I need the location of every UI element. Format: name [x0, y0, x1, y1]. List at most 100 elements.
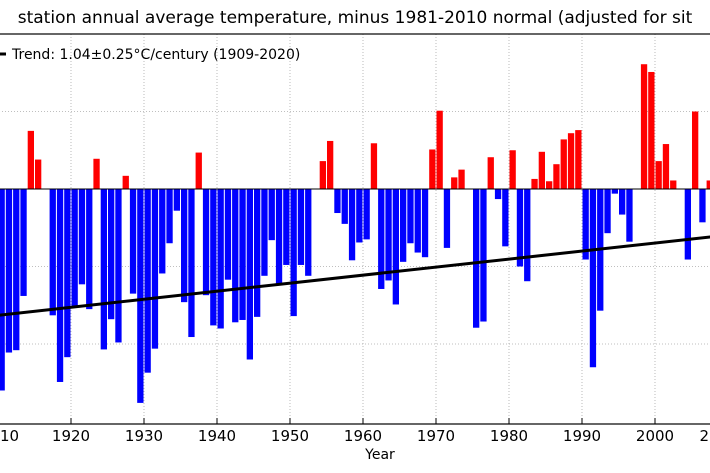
bar: [195, 152, 202, 189]
bar: [509, 150, 516, 189]
bar: [327, 140, 334, 189]
bar: [268, 189, 275, 241]
bar: [662, 144, 670, 189]
bar: [670, 180, 677, 189]
bar: [151, 189, 159, 349]
bar: [261, 189, 268, 276]
legend: Trend: 1.04±0.25°C/century (1909-2020): [0, 47, 300, 63]
bar: [582, 189, 589, 260]
x-axis-label: Year: [364, 447, 395, 463]
bar: [604, 189, 611, 234]
bar: [319, 161, 326, 189]
x-tick-label: 2000: [636, 427, 674, 445]
bar: [494, 189, 502, 200]
bar: [202, 189, 210, 296]
bar: [414, 189, 421, 253]
bar: [363, 189, 370, 240]
bar: [188, 189, 195, 338]
bar: [575, 130, 582, 189]
bar: [684, 189, 691, 260]
bar: [305, 189, 312, 276]
bar: [443, 189, 451, 248]
bar: [378, 189, 385, 289]
bar: [246, 189, 253, 360]
x-tick-label: 10: [0, 427, 19, 445]
x-tick-label: 1970: [417, 427, 455, 445]
bar: [407, 189, 414, 244]
bar: [546, 181, 553, 189]
bar: [137, 189, 144, 403]
bar: [370, 143, 378, 189]
bar: [421, 189, 429, 258]
bar: [699, 189, 706, 223]
bar: [86, 189, 93, 310]
bar: [35, 159, 42, 189]
bar: [49, 189, 56, 316]
bar: [341, 189, 348, 224]
bar: [524, 189, 531, 282]
bar: [71, 189, 78, 308]
bar: [217, 189, 224, 329]
bar: [458, 169, 465, 189]
bar: [334, 189, 341, 214]
bar: [348, 189, 356, 261]
bar: [159, 189, 166, 274]
bar: [20, 189, 27, 296]
x-tick-label: 1930: [125, 427, 163, 445]
bar: [655, 161, 662, 189]
chart-title: station annual average temperature, minu…: [18, 8, 693, 28]
x-tick-label: 1980: [490, 427, 528, 445]
bar: [560, 139, 567, 189]
bar: [567, 133, 575, 189]
bar: [122, 175, 129, 189]
bar: [516, 189, 524, 267]
bar: [181, 189, 188, 303]
bar: [290, 189, 297, 317]
bar: [626, 189, 633, 242]
bar: [706, 180, 710, 189]
bar: [93, 158, 100, 189]
bars: [0, 64, 710, 403]
x-tick-label: 1920: [52, 427, 90, 445]
grid-lines: [0, 34, 710, 424]
bar: [531, 178, 538, 189]
bar: [129, 189, 137, 294]
x-tick-label: 1960: [344, 427, 382, 445]
bar: [56, 189, 64, 382]
trend-line: [0, 235, 710, 317]
bar: [356, 189, 363, 243]
legend-trend-label: Trend: 1.04±0.25°C/century (1909-2020): [11, 47, 300, 63]
bar: [619, 189, 626, 215]
x-tick-label: 1940: [198, 427, 236, 445]
bar: [480, 189, 487, 322]
bar: [275, 189, 283, 284]
bar: [0, 189, 5, 391]
bar: [385, 189, 392, 281]
bar: [429, 149, 436, 189]
bar: [589, 189, 597, 368]
bar: [611, 189, 618, 194]
bar: [224, 189, 232, 280]
bar: [487, 157, 494, 189]
bar: [648, 71, 655, 189]
x-ticks: 10 1920 1930 1940 1950 1960 1970 1980 1990 2000 2: [0, 418, 709, 445]
bar: [400, 189, 407, 262]
bar: [239, 189, 246, 320]
bar: [553, 164, 560, 189]
bar: [502, 189, 509, 247]
bar: [64, 189, 71, 358]
bar: [254, 189, 261, 317]
x-tick-label: 2: [699, 427, 709, 445]
bar: [115, 189, 122, 343]
bar: [392, 189, 399, 305]
bar: [436, 110, 443, 189]
bar: [473, 189, 480, 328]
bar: [27, 130, 34, 189]
bar: [144, 189, 151, 373]
plot-frame: [0, 33, 710, 425]
bar: [232, 189, 239, 323]
bar: [173, 189, 180, 211]
x-tick-label: 1950: [271, 427, 309, 445]
bar: [166, 189, 173, 244]
